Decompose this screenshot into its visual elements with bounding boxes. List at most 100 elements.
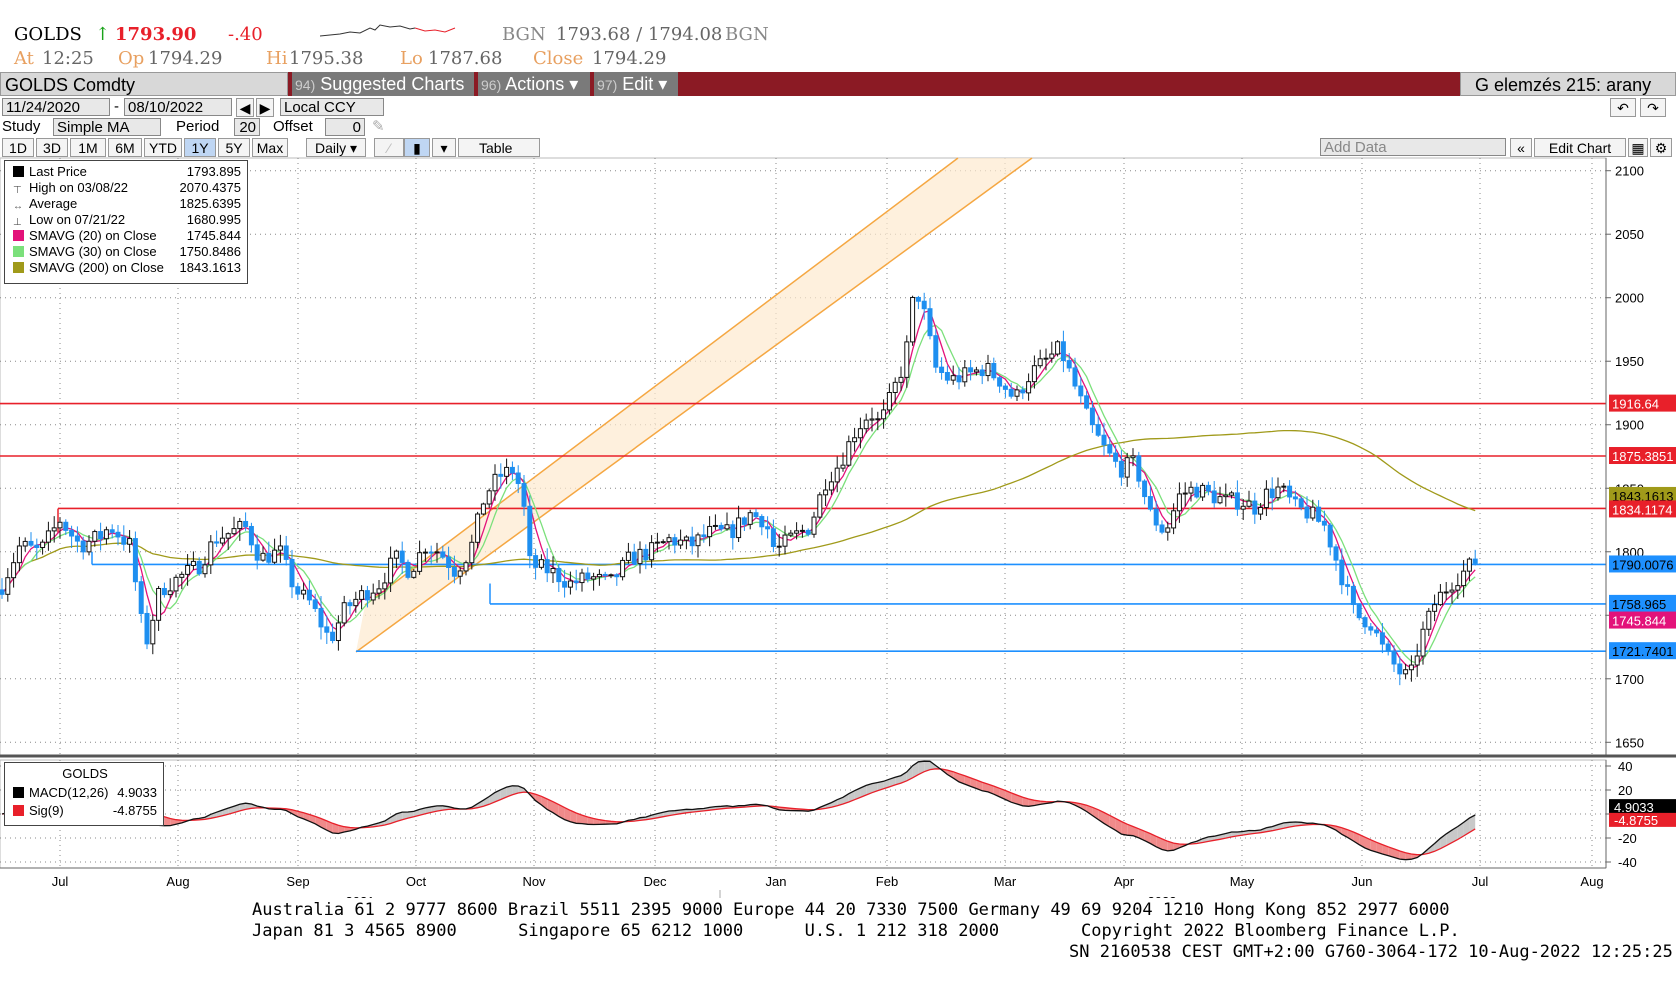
- redo-icon[interactable]: ↷: [1640, 98, 1666, 117]
- legend-value: 1680.995: [186, 212, 241, 227]
- macd-fill: [1446, 830, 1452, 846]
- candle-body: [121, 536, 127, 545]
- candle-body: [1037, 358, 1043, 367]
- suggested-charts-button[interactable]: 94) Suggested Charts: [292, 72, 474, 96]
- macd-legend[interactable]: GOLDS MACD(12,26) 4.9033 Sig(9) -4.8755: [4, 762, 164, 826]
- price-change: -.40: [228, 24, 263, 45]
- sma-200-line: [1, 429, 1476, 595]
- table-button[interactable]: Table: [458, 138, 540, 157]
- macd-fill: [1162, 838, 1168, 851]
- candle-body: [1246, 500, 1252, 507]
- candle-body: [939, 366, 945, 373]
- legend-label: Low on 07/21/22: [29, 212, 126, 227]
- candle-body: [422, 551, 428, 554]
- at-value: 12:25: [42, 48, 94, 69]
- month-label: Jun: [1352, 874, 1373, 889]
- ticker[interactable]: GOLDS: [14, 24, 82, 45]
- frequency-select[interactable]: Daily ▾: [306, 138, 366, 157]
- up-arrow-icon: ↑: [95, 24, 111, 45]
- candle-body: [289, 558, 295, 588]
- chart-grid-icon[interactable]: ▦: [1628, 138, 1648, 157]
- candle-body: [707, 525, 713, 538]
- macd-fill: [1109, 815, 1116, 831]
- main-toolbar: GOLDS Comdty 94) Suggested Charts 96) Ac…: [0, 72, 1676, 96]
- candle-body: [1333, 546, 1339, 561]
- legend-label: Average: [29, 196, 78, 211]
- macd-swatch: [13, 787, 24, 798]
- candle-body: [1287, 485, 1293, 498]
- date-from-field[interactable]: 11/24/2020: [2, 98, 110, 116]
- candle-body: [63, 521, 69, 531]
- price-legend[interactable]: Last Price 1793.895 ⊤ High on 03/08/22 2070.…: [4, 160, 248, 284]
- next-period-icon[interactable]: ▶: [256, 98, 274, 117]
- macd-fill: [912, 761, 919, 778]
- candle-body: [776, 545, 782, 548]
- study-select[interactable]: Simple MA: [53, 118, 161, 136]
- range-button-6m[interactable]: 6M: [108, 138, 142, 157]
- candle-body: [318, 607, 324, 628]
- candle-body: [678, 539, 684, 546]
- pencil-icon[interactable]: ✎: [372, 118, 385, 135]
- candle-body: [1194, 486, 1200, 498]
- range-button-1m[interactable]: 1M: [70, 138, 106, 157]
- candle-chart-icon[interactable]: ▮: [404, 138, 430, 157]
- legend-label: Last Price: [29, 164, 87, 179]
- candle-body: [898, 376, 904, 383]
- range-button-1d[interactable]: 1D: [2, 138, 34, 157]
- range-button-ytd[interactable]: YTD: [144, 138, 182, 157]
- add-data-field[interactable]: Add Data: [1320, 138, 1506, 156]
- macd-fill: [877, 781, 884, 791]
- candle-body: [1211, 490, 1217, 504]
- level-label-text: 1834.1174: [1612, 502, 1673, 517]
- candle-body: [736, 517, 742, 539]
- edit-chart-button[interactable]: Edit Chart: [1534, 138, 1626, 157]
- actions-button[interactable]: 96) Actions ▾: [478, 72, 590, 96]
- candle-body: [1020, 389, 1026, 394]
- edit-num: 97): [597, 77, 618, 93]
- candle-body: [11, 562, 17, 579]
- macd-fill: [408, 811, 414, 819]
- candle-body: [306, 589, 312, 601]
- edit-button[interactable]: 97) Edit ▾: [594, 72, 678, 96]
- candle-body: [509, 466, 515, 474]
- range-button-3d[interactable]: 3D: [36, 138, 68, 157]
- security-field[interactable]: GOLDS Comdty: [0, 72, 288, 96]
- line-chart-icon[interactable]: ⁄: [374, 138, 404, 157]
- macd-fill: [1428, 843, 1435, 854]
- date-to-field[interactable]: 08/10/2022: [124, 98, 232, 116]
- legend-swatch: [13, 262, 24, 273]
- candle-body: [846, 441, 852, 466]
- range-button-1y[interactable]: 1Y: [184, 138, 216, 157]
- candle-body: [852, 437, 858, 443]
- candle-body: [1443, 591, 1449, 594]
- candle-body: [695, 534, 701, 547]
- chart-type-dropdown-icon[interactable]: ▾: [432, 138, 456, 157]
- undo-icon[interactable]: ↶: [1610, 98, 1636, 117]
- candle-body: [1385, 643, 1391, 652]
- candle-body: [956, 375, 962, 383]
- macd-fill: [860, 785, 867, 798]
- candle-body: [190, 560, 196, 567]
- legend-row: SMAVG (30) on Close: [13, 244, 157, 260]
- prev-period-icon[interactable]: ◀: [236, 98, 254, 117]
- legend-swatch: [13, 246, 24, 257]
- chart-title[interactable]: G elemzés 215: arany: [1460, 72, 1676, 96]
- macd-fill: [547, 799, 553, 813]
- range-button-5y[interactable]: 5Y: [218, 138, 250, 157]
- price-chart[interactable]: 1650170017501800185019001950200020502100…: [0, 0, 1676, 898]
- settings-gear-icon[interactable]: ⚙: [1650, 138, 1672, 157]
- candle-body: [1095, 424, 1101, 436]
- currency-select[interactable]: Local CCY: [280, 98, 384, 116]
- period-field[interactable]: 20: [234, 118, 260, 136]
- candle-body: [457, 570, 463, 577]
- candle-body: [556, 567, 562, 583]
- macd-fill: [889, 777, 896, 787]
- candle-body: [730, 524, 736, 539]
- macd-label: MACD(12,26): [29, 785, 109, 800]
- candle-body: [585, 572, 591, 580]
- offset-field[interactable]: 0: [325, 118, 365, 136]
- range-button-max[interactable]: Max: [252, 138, 288, 157]
- collapse-icon[interactable]: «: [1510, 138, 1532, 157]
- candle-body: [1165, 527, 1171, 533]
- macd-fill: [1005, 790, 1012, 803]
